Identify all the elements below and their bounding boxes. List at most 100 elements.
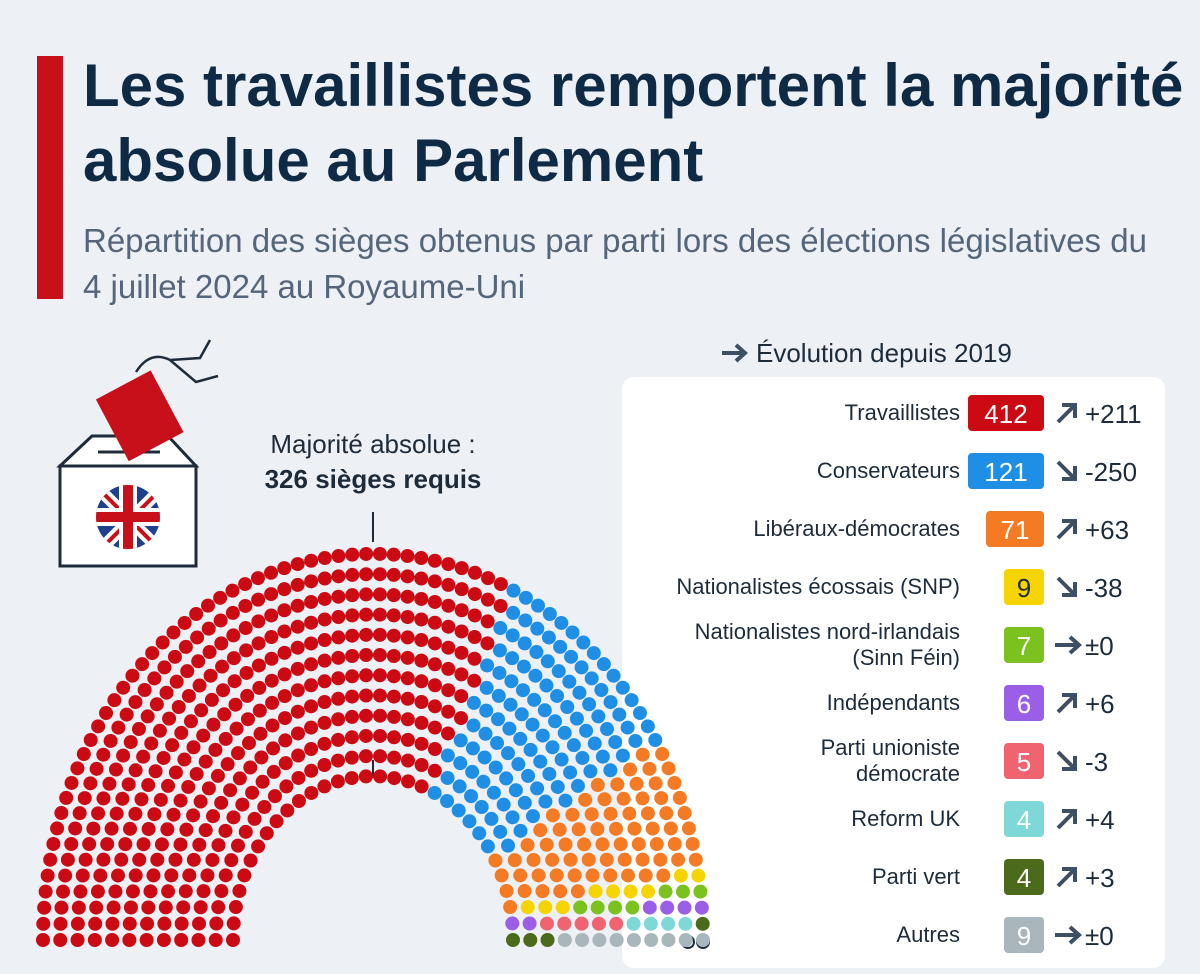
seat xyxy=(454,624,469,639)
seat xyxy=(608,821,623,836)
seat xyxy=(539,678,554,693)
seat xyxy=(264,651,279,666)
seat xyxy=(465,741,480,756)
seat xyxy=(562,674,577,689)
seat xyxy=(77,791,92,806)
seat xyxy=(215,659,230,674)
seat xyxy=(502,721,517,736)
seat xyxy=(149,697,164,712)
seat xyxy=(277,561,292,576)
seat xyxy=(139,933,154,947)
seat xyxy=(631,837,646,852)
seat xyxy=(671,852,686,867)
seat xyxy=(78,852,93,867)
seat xyxy=(180,664,195,679)
seat xyxy=(563,852,578,867)
seat xyxy=(575,750,590,765)
seat xyxy=(198,823,213,838)
seat xyxy=(691,868,706,883)
seat-count: 4 xyxy=(1017,805,1031,835)
seat xyxy=(451,803,466,818)
seat xyxy=(135,657,150,672)
seat xyxy=(525,809,540,824)
seat xyxy=(317,736,332,751)
seat xyxy=(635,747,650,762)
chart-title: Les travaillistes remportent la majorité… xyxy=(83,52,1184,194)
seat xyxy=(533,754,548,769)
seat xyxy=(148,764,163,779)
seat xyxy=(317,612,332,627)
seat xyxy=(440,793,455,808)
seat xyxy=(545,852,560,867)
seat xyxy=(466,718,481,733)
seat xyxy=(427,574,442,589)
seat xyxy=(136,837,151,852)
seat xyxy=(214,636,229,651)
seat xyxy=(251,614,266,629)
seat xyxy=(441,557,456,572)
seat xyxy=(226,628,241,643)
legend-label: Autres xyxy=(896,922,960,947)
seat xyxy=(476,774,491,789)
seat xyxy=(603,806,618,821)
seat xyxy=(304,678,319,693)
seat xyxy=(612,707,627,722)
seat xyxy=(137,683,152,698)
legend-label: Parti vert xyxy=(871,864,960,889)
seat xyxy=(486,785,501,800)
seat xyxy=(599,852,614,867)
seat xyxy=(116,680,131,695)
seat xyxy=(250,571,265,586)
seat xyxy=(174,725,189,740)
seat xyxy=(232,883,247,898)
seat xyxy=(259,826,274,841)
seat xyxy=(76,746,91,761)
seat xyxy=(251,592,266,607)
seat xyxy=(386,709,401,724)
seat xyxy=(181,688,196,703)
seat xyxy=(290,726,305,741)
seat xyxy=(522,916,537,931)
seat-badge xyxy=(1004,569,1044,605)
seat xyxy=(108,884,123,899)
seat xyxy=(177,752,192,767)
seat xyxy=(265,695,280,710)
seat xyxy=(528,668,543,683)
seat xyxy=(479,680,494,695)
seat xyxy=(224,853,239,868)
seat xyxy=(264,608,279,623)
seat xyxy=(75,868,90,883)
seat xyxy=(36,933,50,947)
seat xyxy=(96,791,111,806)
ballot-icon xyxy=(56,339,219,568)
legend-title-arrow xyxy=(722,343,749,363)
seat xyxy=(533,823,548,838)
seat xyxy=(478,726,493,741)
seat xyxy=(414,757,429,772)
seat xyxy=(557,916,572,931)
seat xyxy=(400,569,415,584)
seat xyxy=(531,868,546,883)
seat xyxy=(506,583,521,598)
seat xyxy=(210,768,225,783)
seat-badge xyxy=(1004,743,1044,779)
seat xyxy=(240,712,255,727)
seat xyxy=(317,551,332,566)
seat xyxy=(109,806,124,821)
seat xyxy=(166,625,181,640)
seat-count: 5 xyxy=(1017,747,1031,777)
seat xyxy=(518,613,533,628)
seat-badge xyxy=(1004,801,1044,837)
seat xyxy=(191,654,206,669)
seat xyxy=(626,933,641,947)
seat xyxy=(304,574,319,589)
seat xyxy=(387,771,402,786)
seat xyxy=(251,636,266,651)
seat xyxy=(617,852,632,867)
seat xyxy=(218,731,233,746)
seat xyxy=(122,933,137,947)
seat-count: 71 xyxy=(1001,515,1030,545)
seat xyxy=(595,749,610,764)
seat xyxy=(160,822,175,837)
seat xyxy=(345,567,360,582)
